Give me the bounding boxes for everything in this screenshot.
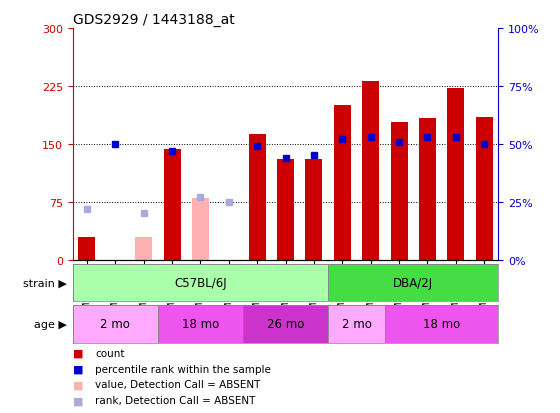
Bar — [362, 81, 379, 260]
Bar — [447, 89, 464, 260]
Bar — [78, 237, 96, 260]
Text: count: count — [95, 348, 125, 358]
Text: 26 mo: 26 mo — [267, 318, 304, 331]
Text: value, Detection Call = ABSENT: value, Detection Call = ABSENT — [95, 380, 260, 389]
Bar — [135, 237, 152, 260]
Text: rank, Detection Call = ABSENT: rank, Detection Call = ABSENT — [95, 395, 255, 405]
Text: C57BL/6J: C57BL/6J — [174, 276, 227, 290]
Text: ■: ■ — [73, 395, 83, 405]
Bar — [164, 150, 181, 260]
Text: 2 mo: 2 mo — [100, 318, 130, 331]
Text: ■: ■ — [73, 364, 83, 374]
Bar — [249, 135, 266, 260]
Bar — [419, 119, 436, 260]
Bar — [243, 306, 328, 343]
Bar — [328, 306, 385, 343]
Bar — [305, 160, 323, 260]
Text: DBA/2J: DBA/2J — [393, 276, 433, 290]
Text: percentile rank within the sample: percentile rank within the sample — [95, 364, 271, 374]
Bar — [192, 199, 209, 260]
Text: 2 mo: 2 mo — [342, 318, 371, 331]
Bar — [328, 264, 498, 301]
Text: age ▶: age ▶ — [34, 319, 67, 329]
Bar — [390, 123, 408, 260]
Text: 18 mo: 18 mo — [182, 318, 219, 331]
Bar — [73, 264, 328, 301]
Bar — [73, 306, 158, 343]
Bar — [334, 106, 351, 260]
Bar — [158, 306, 243, 343]
Bar — [277, 160, 294, 260]
Text: ■: ■ — [73, 380, 83, 389]
Text: ■: ■ — [73, 348, 83, 358]
Text: GDS2929 / 1443188_at: GDS2929 / 1443188_at — [73, 12, 235, 26]
Text: strain ▶: strain ▶ — [24, 278, 67, 288]
Bar — [385, 306, 498, 343]
Text: 18 mo: 18 mo — [423, 318, 460, 331]
Bar — [475, 118, 493, 260]
